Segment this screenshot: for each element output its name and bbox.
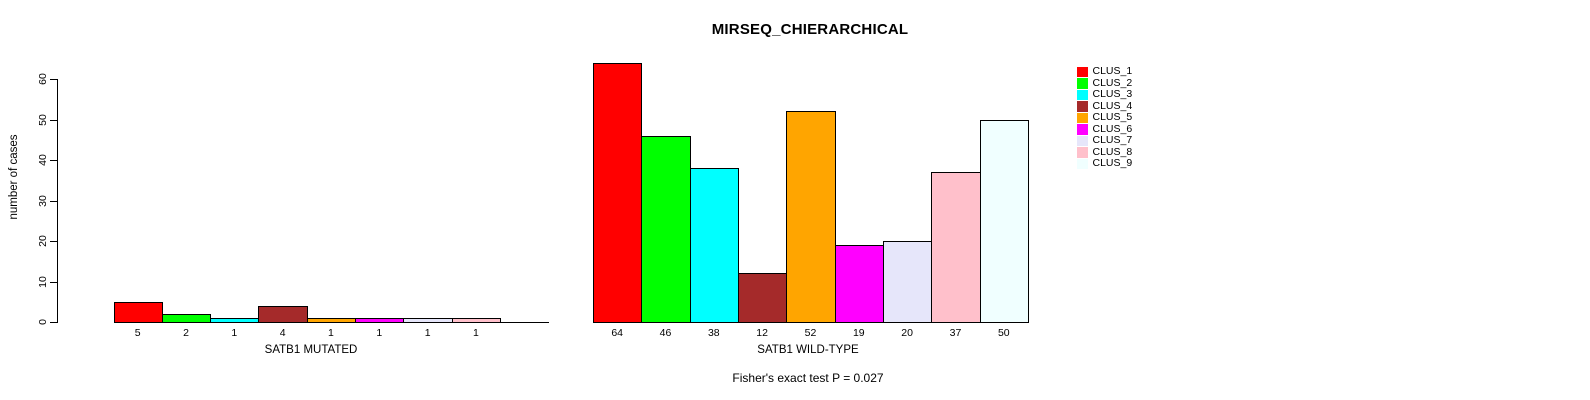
y-axis-title-text: number of cases [8, 134, 20, 220]
bar-clus-2 [641, 135, 691, 323]
y-axis-tick-label-text: 60 [37, 73, 49, 85]
bar-value-label: 52 [804, 327, 817, 339]
legend-label: CLUS_8 [1092, 145, 1133, 158]
legend-swatch-clus-5 [1077, 112, 1088, 123]
legend-swatch-clus-9 [1077, 158, 1088, 169]
bar-value-label: 19 [852, 327, 865, 339]
bar-clus-1 [593, 62, 643, 323]
y-axis-tick-label-text: 40 [37, 154, 49, 166]
legend-swatch-clus-2 [1077, 78, 1088, 89]
bar-value-label: 2 [183, 327, 189, 339]
legend-label: CLUS_2 [1092, 76, 1133, 89]
legend-swatch-clus-6 [1077, 124, 1088, 135]
legend-swatch-clus-8 [1077, 147, 1088, 158]
legend-entry: CLUS_7 [1077, 135, 1132, 147]
y-axis-tick-label-text: 50 [37, 114, 49, 126]
legend-label: CLUS_9 [1092, 157, 1133, 170]
y-axis-tick [50, 201, 57, 202]
bar-clus-5 [786, 111, 836, 323]
y-axis-tick [50, 322, 57, 323]
legend-label: CLUS_7 [1092, 134, 1133, 147]
bar-value-label: 12 [756, 327, 768, 339]
y-axis-tick [50, 282, 57, 283]
bar-clus-7 [882, 241, 933, 323]
legend-entry: CLUS_8 [1077, 145, 1133, 159]
bar-value-label: 4 [279, 327, 286, 339]
bar-clus-1 [113, 301, 163, 323]
y-axis-tick [50, 160, 57, 161]
bar-value-label: 5 [134, 327, 141, 339]
bar-clus-3 [689, 168, 739, 323]
bar-clus-7 [403, 317, 453, 323]
y-axis-line [57, 79, 58, 323]
legend-swatch-clus-4 [1077, 101, 1088, 112]
bar-clus-8 [931, 172, 981, 323]
y-axis-tick-label-text: 0 [37, 319, 49, 325]
legend-entry: CLUS_6 [1077, 122, 1133, 136]
legend-entry: CLUS_3 [1077, 89, 1132, 101]
bar-value-label: 1 [473, 327, 479, 339]
legend-entry: CLUS_9 [1077, 158, 1132, 170]
legend-label: CLUS_3 [1092, 88, 1133, 101]
bar-clus-6 [834, 245, 884, 323]
bar-value-label: 38 [707, 327, 720, 339]
legend-entry: CLUS_5 [1077, 112, 1132, 124]
bar-clus-4 [737, 273, 788, 323]
legend-swatch-clus-7 [1077, 135, 1088, 146]
bar-value-label: 20 [901, 327, 913, 339]
chart-title: MIRSEQ_CHIERARCHICAL [711, 21, 909, 38]
legend-swatch-clus-1 [1077, 66, 1088, 77]
x-axis-label-mutated: SATB1 MUTATED [264, 344, 358, 356]
legend-label: CLUS_1 [1092, 65, 1133, 78]
legend-entry: CLUS_4 [1077, 99, 1133, 113]
y-axis-tick [50, 241, 57, 242]
bar-value-label: 37 [949, 327, 962, 339]
x-axis-label-wild-type: SATB1 WILD-TYPE [757, 344, 859, 356]
legend-label: CLUS_6 [1092, 122, 1133, 135]
bar-clus-8 [451, 317, 502, 323]
bar-value-label: 1 [328, 327, 334, 339]
y-axis-tick-label-text: 10 [37, 276, 49, 288]
legend-label: CLUS_5 [1092, 111, 1133, 124]
y-axis-tick-label-text: 30 [37, 195, 49, 207]
bar-clus-2 [161, 313, 212, 323]
y-axis-tick-label-text: 20 [37, 235, 49, 247]
legend-entry: CLUS_2 [1077, 76, 1133, 90]
bar-value-label: 46 [659, 327, 672, 339]
bar-clus-9 [979, 119, 1029, 323]
y-axis-tick [50, 120, 57, 121]
fisher-test-annotation: Fisher's exact test P = 0.027 [732, 371, 884, 385]
bar-clus-5 [306, 317, 357, 323]
legend-entry: CLUS_1 [1077, 66, 1132, 78]
legend-swatch-clus-3 [1077, 89, 1088, 100]
bar-value-label: 50 [997, 327, 1010, 339]
y-axis-tick [50, 79, 57, 80]
bar-clus-4 [258, 305, 308, 323]
bar-value-label: 64 [611, 327, 623, 339]
bar-value-label: 1 [424, 327, 431, 339]
bar-value-label: 1 [231, 327, 238, 339]
legend-label: CLUS_4 [1092, 99, 1133, 112]
bar-value-label: 1 [376, 327, 383, 339]
bar-clus-6 [355, 317, 405, 323]
bar-clus-3 [210, 317, 260, 323]
